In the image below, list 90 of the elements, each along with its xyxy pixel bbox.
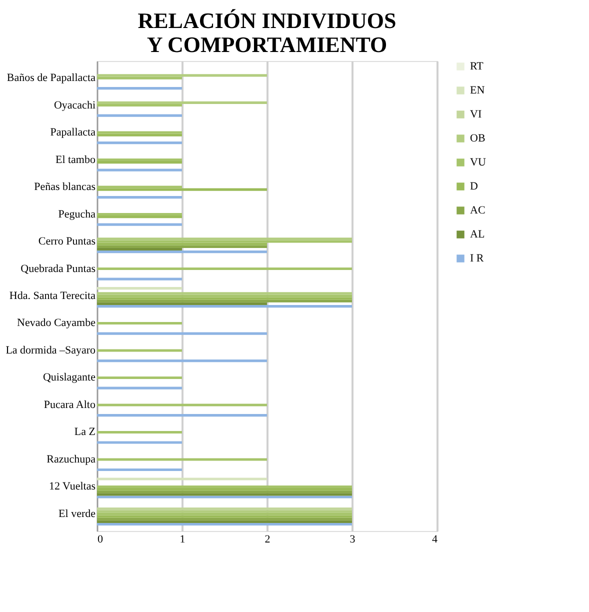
bar	[97, 349, 182, 352]
bar	[97, 248, 182, 251]
bar	[97, 414, 267, 417]
y-tick-label: Pucara Alto	[44, 398, 96, 411]
legend-label: OB	[470, 132, 486, 144]
bar	[97, 267, 352, 270]
bar	[97, 478, 267, 480]
bar	[97, 240, 352, 243]
bar	[97, 305, 352, 308]
y-tick-label: Peñas blancas	[34, 181, 96, 194]
y-tick-label: Papallacta	[50, 126, 96, 139]
bar	[97, 216, 182, 218]
x-tick-label: 3	[350, 534, 356, 546]
y-tick-label: Hda. Santa Terecita	[9, 290, 96, 302]
bar	[97, 278, 182, 280]
bar	[97, 468, 182, 472]
bar	[97, 496, 352, 498]
legend-label: RT	[470, 60, 484, 72]
bar	[97, 297, 352, 300]
bar	[97, 441, 182, 444]
bar	[97, 522, 352, 526]
bar	[97, 360, 267, 362]
legend-label: I R	[470, 252, 484, 264]
bar	[97, 188, 267, 191]
bar	[97, 458, 267, 461]
bar	[97, 196, 182, 199]
y-tick-label: El tambo	[55, 154, 96, 166]
bar	[97, 76, 182, 80]
bar	[97, 490, 352, 494]
bar	[97, 74, 267, 77]
x-tick-label: 2	[264, 534, 270, 546]
bar	[97, 512, 352, 516]
y-tick-label: La dormida –Sayaro	[6, 344, 96, 356]
bar	[97, 101, 267, 104]
y-tick-label: Cerro Puntas	[38, 236, 96, 248]
y-tick-label: Razuchupa	[46, 453, 96, 466]
x-tick-label: 1	[180, 534, 186, 546]
legend-label: VU	[470, 156, 486, 168]
bar	[97, 212, 182, 216]
legend-label: EN	[470, 84, 485, 96]
bar	[97, 292, 352, 295]
bar	[97, 104, 182, 107]
legend-label: AC	[470, 204, 486, 216]
bar	[97, 404, 267, 406]
bar	[97, 168, 182, 172]
bar	[97, 332, 267, 335]
bar	[97, 223, 182, 226]
bar	[97, 430, 182, 434]
bar	[97, 386, 182, 390]
bar	[97, 510, 352, 513]
legend-label: AL	[470, 228, 485, 240]
bar	[97, 300, 352, 302]
x-tick-label: 4	[432, 534, 438, 546]
bar	[97, 158, 182, 162]
x-tick-label: 0	[98, 534, 104, 546]
y-tick-label: 12 Vueltas	[49, 480, 96, 493]
chart-title: RELACIÓN INDIVIDUOS Y COMPORTAMIENTO	[138, 8, 396, 57]
bar	[97, 520, 352, 523]
legend-label: D	[470, 180, 478, 192]
bar	[97, 508, 352, 510]
bar	[97, 322, 182, 325]
bar	[97, 286, 182, 290]
y-tick-label: El verde	[58, 508, 96, 520]
bar	[97, 242, 267, 246]
bar	[97, 485, 352, 488]
legend-label: VI	[470, 108, 482, 120]
y-tick-label: Baños de Papallacta	[6, 72, 96, 84]
bar	[97, 376, 182, 380]
y-tick-label: La Z	[74, 426, 96, 438]
bar	[97, 518, 352, 520]
bar	[97, 250, 267, 254]
y-tick-label: Quislagante	[42, 372, 96, 384]
bar	[97, 245, 267, 248]
y-tick-label: Nevado Cayambe	[17, 317, 96, 330]
bar	[97, 131, 182, 134]
bar	[97, 302, 267, 306]
bar	[97, 493, 352, 496]
bar	[97, 161, 182, 164]
y-tick-label: Oyacachi	[54, 99, 96, 112]
bar	[97, 294, 352, 298]
bar	[97, 186, 182, 188]
bar	[97, 488, 352, 491]
y-tick-label: Pegucha	[58, 208, 96, 220]
bar	[97, 515, 352, 518]
y-tick-label: Quebrada Puntas	[20, 262, 96, 275]
bar	[97, 87, 182, 90]
bar	[97, 142, 182, 144]
bar	[97, 134, 182, 136]
bar	[97, 114, 182, 117]
bar	[97, 238, 352, 240]
